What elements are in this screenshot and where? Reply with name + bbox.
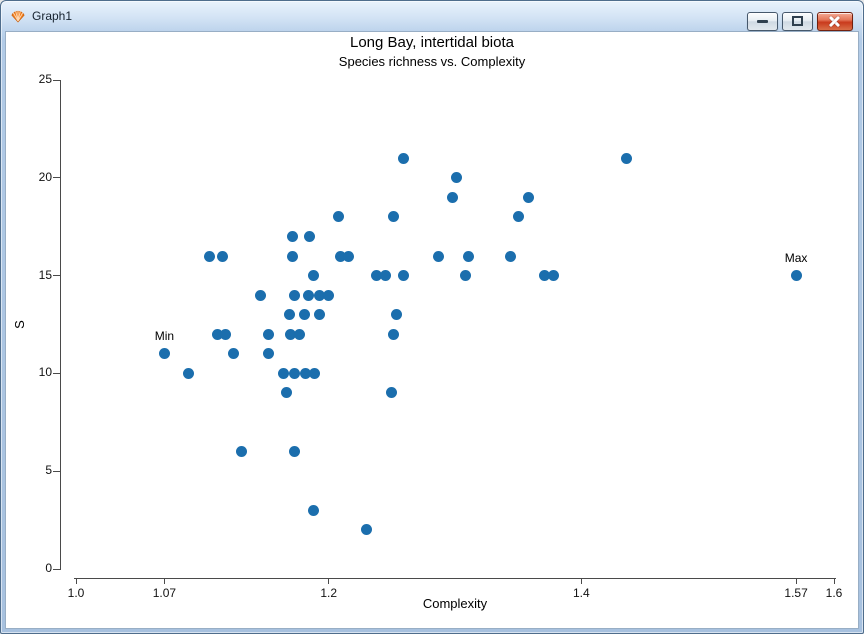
data-point [446,191,458,203]
window-controls [747,12,853,31]
data-point [333,211,345,223]
data-point [182,367,194,379]
x-axis-tick-label: 1.57 [784,586,808,600]
data-point [158,348,170,360]
y-axis-tick [53,177,60,179]
data-point [386,387,398,399]
data-point [211,328,223,340]
data-point [262,348,274,360]
data-point [228,348,240,360]
x-axis-tick [163,578,165,584]
chart-title: Long Bay, intertidal biota [350,34,514,51]
x-axis-tick-label: 1.4 [572,586,590,600]
data-point [294,328,306,340]
y-axis-line [60,80,61,570]
x-axis-tick-label: 1.6 [825,586,843,600]
data-point [299,309,311,321]
maximize-square-icon [792,16,803,26]
minimize-dash-icon [757,20,768,23]
data-point [391,309,403,321]
data-point [304,230,316,242]
window-title: Graph1 [32,9,73,23]
data-point [308,270,319,282]
data-point [289,289,301,301]
point-annotation: Max [784,250,808,265]
y-axis-tick [53,470,60,472]
y-axis-tick [53,275,60,277]
data-point [397,270,409,282]
data-point [463,250,475,262]
x-axis-label: Complexity [422,596,488,611]
x-axis-tick [328,578,330,584]
data-point [286,230,298,242]
primer-shell-icon [10,8,26,24]
x-axis-tick [795,578,797,584]
x-axis-tick-label: 1.07 [152,586,177,600]
data-point [323,289,335,301]
data-point [397,152,409,164]
y-axis-tick-label: 15 [38,267,52,282]
x-axis-tick [580,578,582,584]
data-point [308,504,319,516]
y-axis-tick-label: 10 [38,365,52,380]
data-point [314,289,326,301]
y-axis-tick-label: 5 [45,463,52,478]
graph-canvas [5,31,859,629]
data-point [450,172,462,184]
data-point [219,328,231,340]
maximize-button[interactable] [782,12,813,31]
data-point [285,328,297,340]
data-point [512,211,524,223]
minimize-button[interactable] [747,12,778,31]
data-point [790,270,802,282]
data-point [289,446,301,458]
data-point [284,309,295,321]
data-point [380,270,392,282]
data-point [262,328,274,340]
y-axis-label: S [11,320,27,329]
data-point [621,152,633,164]
data-point [289,367,301,379]
x-axis-tick [75,578,77,584]
data-point [235,446,247,458]
data-point [302,289,314,301]
data-point [505,250,517,262]
data-point [281,387,293,399]
data-point [539,270,551,282]
data-point [277,367,289,379]
y-axis-tick-label: 20 [38,169,52,184]
data-point [334,250,346,262]
x-axis-tick [833,578,835,584]
x-axis-tick-label: 1.0 [67,586,85,600]
data-point [459,270,471,282]
data-point [204,250,216,262]
data-point [371,270,383,282]
y-axis-tick [53,568,60,570]
close-button[interactable] [817,12,853,31]
data-point [522,191,534,203]
data-point [217,250,229,262]
data-point [286,250,298,262]
y-axis-tick [53,79,60,81]
data-point [387,211,399,223]
y-axis-tick [53,372,60,374]
chart-subtitle: Species richness vs. Complexity [338,54,526,69]
data-point [361,524,373,536]
data-point [548,270,560,282]
x-axis-line [74,578,836,579]
x-axis-tick-label: 1.2 [320,586,337,600]
data-point [343,250,355,262]
data-point [314,309,326,321]
data-point [300,367,312,379]
data-point [433,250,445,262]
point-annotation: Min [154,328,175,343]
y-axis-tick-label: 25 [38,72,52,86]
data-point [309,367,321,379]
data-point [254,289,266,301]
title-bar[interactable]: Graph1 [1,1,863,31]
data-point [387,328,399,340]
y-axis-tick-label: 0 [45,561,52,575]
